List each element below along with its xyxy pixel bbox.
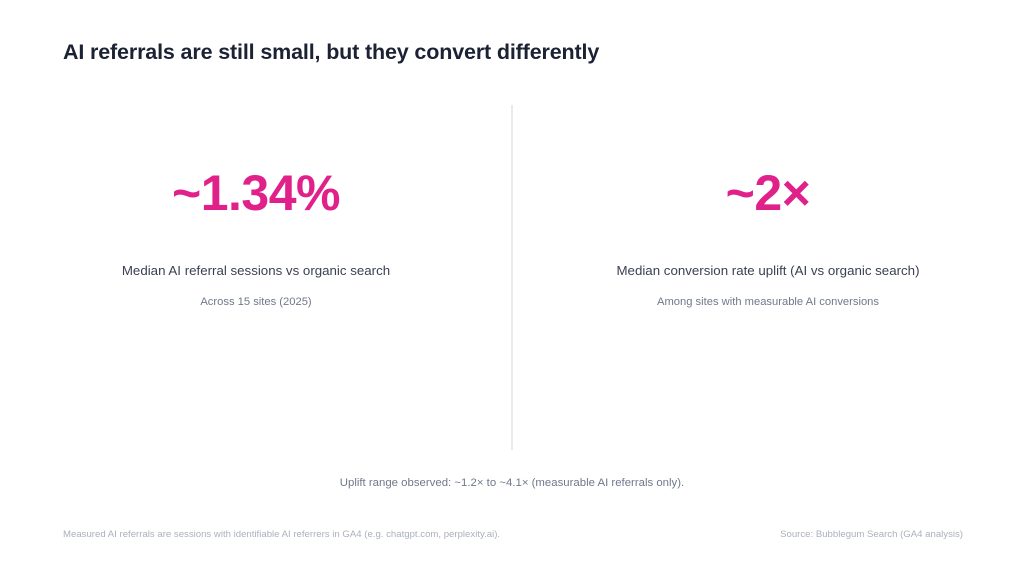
stat-label: Median conversion rate uplift (AI vs org… — [616, 262, 920, 278]
stat-value: ~1.34% — [172, 165, 340, 221]
stat-label: Median AI referral sessions vs organic s… — [121, 262, 391, 278]
stat-value: ~2× — [725, 165, 811, 221]
stat-sublabel: Among sites with measurable AI conversio… — [657, 295, 879, 308]
footer: Measured AI referrals are sessions with … — [63, 529, 963, 541]
stat-block-ai-referral-share: ~1.34% Median AI referral sessions vs or… — [0, 105, 512, 309]
stats-row: ~1.34% Median AI referral sessions vs or… — [0, 105, 1024, 450]
stat-sublabel: Across 15 sites (2025) — [200, 295, 312, 308]
uplift-range-note: Uplift range observed: ~1.2× to ~4.1× (m… — [339, 477, 685, 489]
vertical-divider — [511, 105, 513, 450]
stat-block-conversion-uplift: ~2× Median conversion rate uplift (AI vs… — [512, 105, 1024, 309]
footer-source: Source: Bubblegum Search (GA4 analysis) — [780, 529, 963, 540]
footer-methodology-note: Measured AI referrals are sessions with … — [63, 529, 501, 540]
page-title: AI referrals are still small, but they c… — [63, 40, 600, 64]
